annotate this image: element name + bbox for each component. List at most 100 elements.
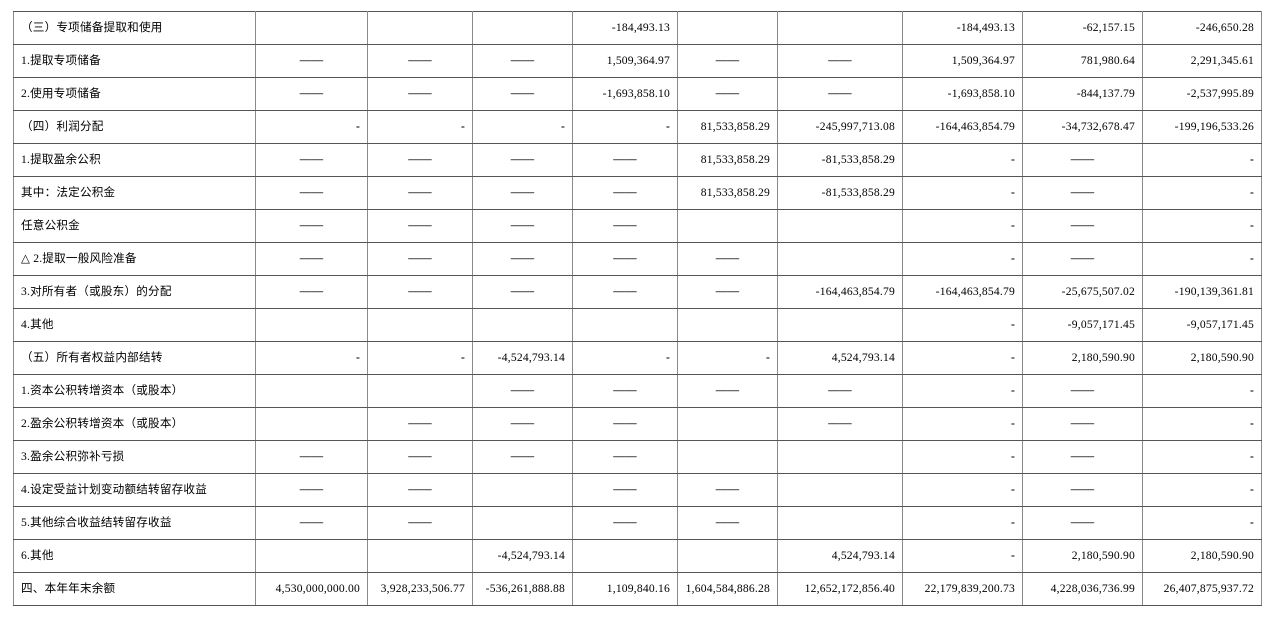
row-label: 6.其他 xyxy=(13,539,256,573)
cell-r0-c2 xyxy=(472,11,573,45)
long-dash-placeholder: —— xyxy=(1070,153,1095,166)
cell-r17-c6: 22,179,839,200.73 xyxy=(902,572,1023,606)
cell-r11-c8: - xyxy=(1142,374,1262,408)
long-dash-placeholder: —— xyxy=(299,87,324,100)
cell-r8-c1: —— xyxy=(367,275,473,309)
table-row: 3.对所有者（或股东）的分配 —— —— —— —— —— -164,463,854.79-… xyxy=(13,275,1262,309)
table-row: （三）专项储备提取和使用 -184,493.13 -184,493.13 -62,15… xyxy=(13,11,1262,45)
table-row: 4.设定受益计划变动额结转留存收益 —— —— —— —— - —— - xyxy=(13,473,1262,507)
cell-r5-c8: - xyxy=(1142,176,1262,210)
cell-r7-c8: - xyxy=(1142,242,1262,276)
long-dash-placeholder: —— xyxy=(510,54,535,67)
owners-equity-changes-table: （三）专项储备提取和使用 -184,493.13 -184,493.13 -62,15… xyxy=(13,11,1262,606)
table-row: 四、本年年末余额 4,530,000,000.00 3,928,233,506.77… xyxy=(13,572,1262,606)
cell-r9-c6: - xyxy=(902,308,1023,342)
cell-r3-c2: - xyxy=(472,110,573,144)
cell-r15-c5 xyxy=(777,506,903,540)
cell-r17-c7: 4,228,036,736.99 xyxy=(1022,572,1143,606)
cell-r2-c3: -1,693,858.10 xyxy=(572,77,678,111)
cell-r9-c4 xyxy=(677,308,778,342)
cell-r15-c8: - xyxy=(1142,506,1262,540)
cell-r2-c6: -1,693,858.10 xyxy=(902,77,1023,111)
cell-r6-c2: —— xyxy=(472,209,573,243)
cell-r9-c5 xyxy=(777,308,903,342)
long-dash-placeholder: —— xyxy=(408,285,432,298)
cell-r5-c4: 81,533,858.29 xyxy=(677,176,778,210)
row-label: 四、本年年末余额 xyxy=(13,572,256,606)
cell-r10-c6: - xyxy=(902,341,1023,375)
long-dash-placeholder: —— xyxy=(715,285,740,298)
cell-r17-c0: 4,530,000,000.00 xyxy=(255,572,368,606)
long-dash-placeholder: —— xyxy=(510,285,535,298)
cell-r9-c7: -9,057,171.45 xyxy=(1022,308,1143,342)
cell-r17-c5: 12,652,172,856.40 xyxy=(777,572,903,606)
cell-r12-c5: —— xyxy=(777,407,903,441)
cell-r0-c7: -62,157.15 xyxy=(1022,11,1143,45)
cell-r9-c3 xyxy=(572,308,678,342)
cell-r10-c3: - xyxy=(572,341,678,375)
cell-r4-c8: - xyxy=(1142,143,1262,177)
long-dash-placeholder: —— xyxy=(715,54,740,67)
cell-r8-c4: —— xyxy=(677,275,778,309)
row-label: 5.其他综合收益结转留存收益 xyxy=(13,506,256,540)
cell-r16-c6: - xyxy=(902,539,1023,573)
long-dash-placeholder: —— xyxy=(715,384,740,397)
long-dash-placeholder: —— xyxy=(715,483,740,496)
cell-r5-c2: —— xyxy=(472,176,573,210)
row-label: （五）所有者权益内部结转 xyxy=(13,341,256,375)
long-dash-placeholder: —— xyxy=(1070,516,1095,529)
cell-r0-c1 xyxy=(367,11,473,45)
cell-r11-c3: —— xyxy=(572,374,678,408)
cell-r4-c5: -81,533,858.29 xyxy=(777,143,903,177)
cell-r11-c1 xyxy=(367,374,473,408)
cell-r7-c6: - xyxy=(902,242,1023,276)
cell-r5-c5: -81,533,858.29 xyxy=(777,176,903,210)
cell-r17-c8: 26,407,875,937.72 xyxy=(1142,572,1262,606)
cell-r16-c5: 4,524,793.14 xyxy=(777,539,903,573)
table-row: 其中：法定公积金 —— —— —— —— 81,533,858.29 -81,533,858… xyxy=(13,176,1262,210)
cell-r10-c4: - xyxy=(677,341,778,375)
long-dash-placeholder: —— xyxy=(299,186,324,199)
cell-r0-c3: -184,493.13 xyxy=(572,11,678,45)
cell-r10-c5: 4,524,793.14 xyxy=(777,341,903,375)
long-dash-placeholder: —— xyxy=(828,417,852,430)
cell-r3-c4: 81,533,858.29 xyxy=(677,110,778,144)
cell-r11-c6: - xyxy=(902,374,1023,408)
cell-r4-c1: —— xyxy=(367,143,473,177)
cell-r11-c7: —— xyxy=(1022,374,1143,408)
cell-r14-c5 xyxy=(777,473,903,507)
long-dash-placeholder: —— xyxy=(299,252,324,265)
long-dash-placeholder: —— xyxy=(828,384,852,397)
row-label: 2.盈余公积转增资本（或股本） xyxy=(13,407,256,441)
cell-r3-c6: -164,463,854.79 xyxy=(902,110,1023,144)
cell-r2-c1: —— xyxy=(367,77,473,111)
cell-r13-c3: —— xyxy=(572,440,678,474)
table-row: 6.其他 -4,524,793.14 4,524,793.14-2,180,590.… xyxy=(13,539,1262,573)
cell-r14-c1: —— xyxy=(367,473,473,507)
cell-r11-c5: —— xyxy=(777,374,903,408)
table-row: 任意公积金 —— —— —— —— - —— - xyxy=(13,209,1262,243)
row-label: （三）专项储备提取和使用 xyxy=(13,11,256,45)
long-dash-placeholder: —— xyxy=(408,252,432,265)
cell-r1-c4: —— xyxy=(677,44,778,78)
long-dash-placeholder: —— xyxy=(299,450,324,463)
cell-r15-c2 xyxy=(472,506,573,540)
cell-r13-c6: - xyxy=(902,440,1023,474)
long-dash-placeholder: —— xyxy=(408,54,432,67)
cell-r6-c1: —— xyxy=(367,209,473,243)
table-row: 1.提取盈余公积 —— —— —— —— 81,533,858.29 -81,533,858… xyxy=(13,143,1262,177)
cell-r12-c2: —— xyxy=(472,407,573,441)
cell-r16-c3 xyxy=(572,539,678,573)
cell-r15-c6: - xyxy=(902,506,1023,540)
cell-r1-c0: —— xyxy=(255,44,368,78)
cell-r13-c7: —— xyxy=(1022,440,1143,474)
cell-r14-c6: - xyxy=(902,473,1023,507)
cell-r0-c0 xyxy=(255,11,368,45)
cell-r4-c2: —— xyxy=(472,143,573,177)
table-row: △ 2.提取一般风险准备 —— —— —— —— —— - —— - xyxy=(13,242,1262,276)
long-dash-placeholder: —— xyxy=(828,54,852,67)
cell-r12-c8: - xyxy=(1142,407,1262,441)
cell-r7-c5 xyxy=(777,242,903,276)
cell-r12-c4 xyxy=(677,407,778,441)
